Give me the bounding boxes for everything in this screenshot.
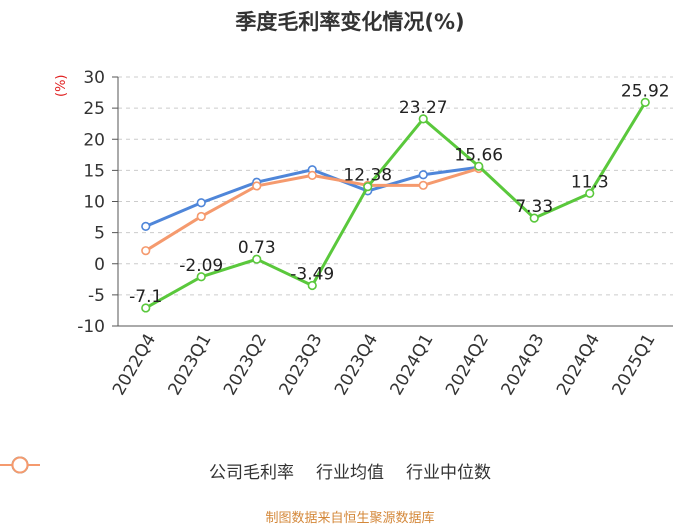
data-point [196,272,206,282]
legend-item[interactable]: 公司毛利率 [0,456,294,483]
legend-label: 公司毛利率 [209,462,294,483]
legend-item[interactable]: 行业均值 [0,456,384,483]
y-tick-label: -10 [77,317,105,337]
x-tick-label: 2023Q3 [276,331,327,399]
data-point [141,303,151,313]
data-point [418,180,428,190]
y-tick-label: -5 [88,286,105,306]
y-tick-label: 30 [83,68,105,88]
data-label: 0.73 [238,238,276,258]
x-tick-label: 2024Q2 [442,331,493,399]
data-point [252,181,262,191]
legend: 公司毛利率 行业均值 行业中位数 [0,455,700,485]
y-tick-label: 15 [83,161,105,181]
x-tick-label: 2024Q3 [498,331,549,399]
data-point [418,170,428,180]
x-tick-label: 2023Q2 [220,331,271,399]
data-point [141,246,151,256]
y-tick-label: 25 [83,99,105,119]
data-label: 15.66 [454,145,503,165]
x-tick-label: 2022Q4 [109,331,160,399]
legend-label: 行业中位数 [406,462,491,483]
legend-item[interactable]: 行业中位数 [0,456,491,483]
data-point [307,170,317,180]
x-tick-label: 2025Q1 [609,331,660,399]
data-label: 11.3 [571,172,609,192]
data-point [474,161,484,171]
data-label: 12.38 [343,166,392,186]
data-point [640,97,650,107]
data-point [529,213,539,223]
x-tick-label: 2024Q1 [387,331,438,399]
series-line [145,101,647,310]
data-point [307,280,317,291]
data-point [196,211,206,222]
legend-label: 行业均值 [316,462,384,483]
data-point [196,198,206,208]
data-label: -3.49 [290,264,334,284]
data-label: -2.09 [179,256,223,276]
x-tick-label: 2023Q1 [165,331,216,399]
data-point [418,114,428,124]
chart-title: 季度毛利率变化情况(%) [235,10,465,34]
x-tick-label: 2024Q4 [553,331,604,399]
data-label: 23.27 [399,98,448,118]
y-tick-label: 0 [94,255,105,275]
series-line [144,167,480,252]
y-tick-label: 20 [83,130,105,150]
source-note: 制图数据来自恒生聚源数据库 [265,511,435,526]
y-tick-label: 5 [94,224,105,244]
data-point [363,182,373,192]
data-point [585,188,595,199]
y-tick-label: 10 [83,193,105,213]
data-label: 25.92 [621,81,670,101]
data-point [141,221,151,231]
data-label: 7.33 [515,197,553,217]
x-tick-label: 2023Q4 [331,331,382,399]
data-point [252,254,262,264]
data-label: -7.1 [129,287,162,307]
legend-line-marker-icon [0,456,40,474]
